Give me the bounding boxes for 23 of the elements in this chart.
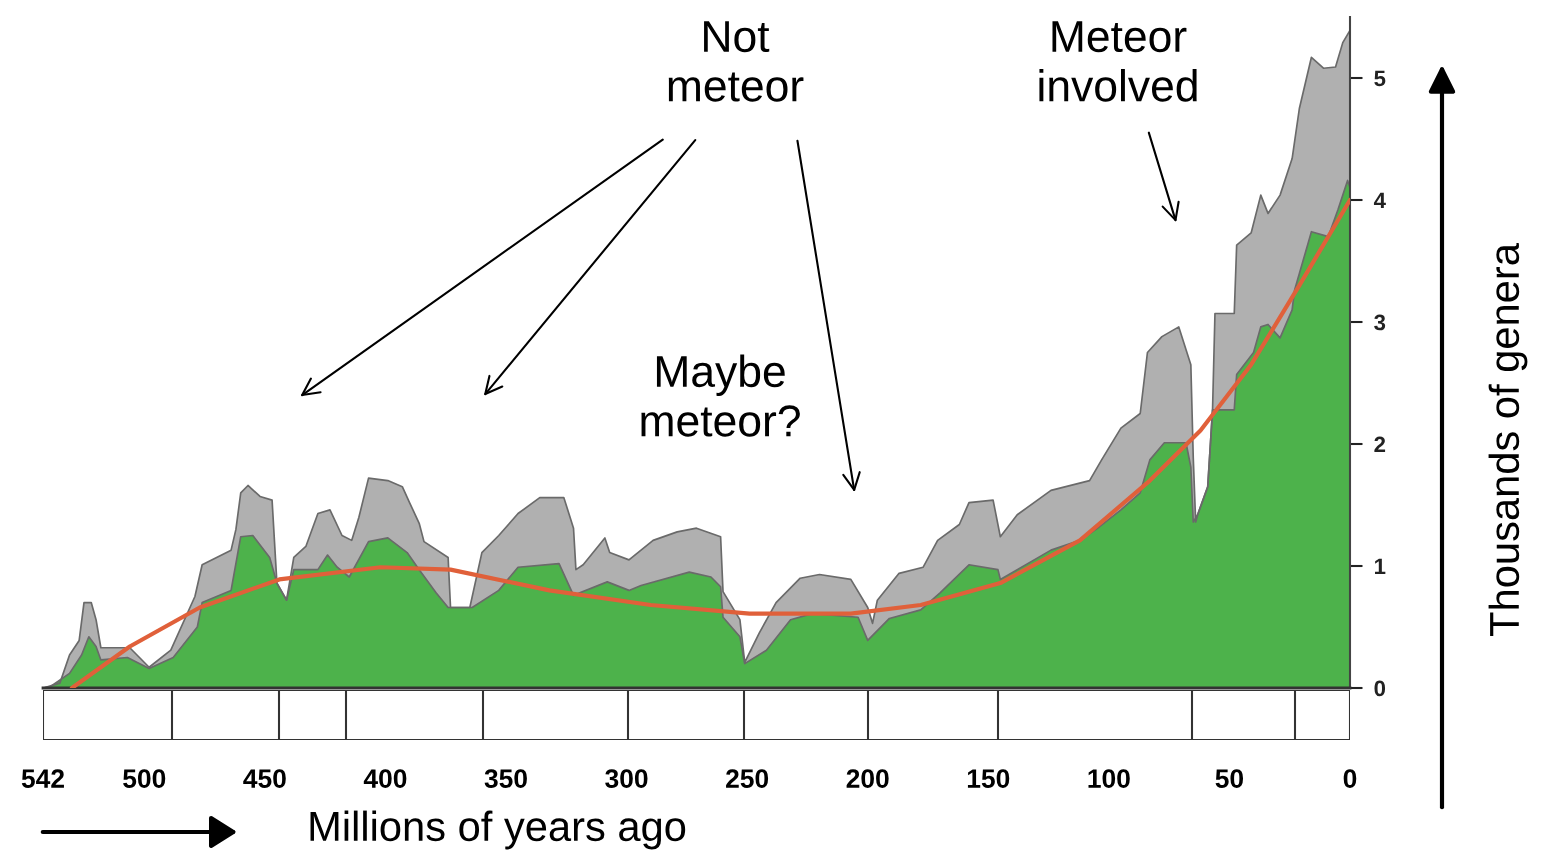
y-tick-label: 5 (1374, 70, 1386, 87)
x-tick-label: 250 (726, 769, 769, 788)
x-tick-label: 400 (363, 769, 407, 788)
x-tick-label: 0 (1343, 769, 1357, 788)
x-tick-label: 150 (967, 769, 1010, 788)
x-tick-label: 500 (123, 769, 166, 788)
x-tick-label: 350 (484, 769, 527, 788)
y-tick-label: 4 (1373, 192, 1386, 209)
y-tick-label: 1 (1375, 558, 1386, 575)
x-tick-label: 50 (1215, 769, 1244, 788)
annotation: Not meteor (668, 21, 804, 102)
y-axis-title: Thousands of genera (1488, 243, 1528, 636)
x-axis-title: Millions of years ago (310, 810, 686, 850)
x-tick-label: 200 (846, 769, 889, 788)
x-tick-label: 100 (1088, 769, 1130, 788)
y-tick-label: 0 (1374, 680, 1386, 697)
y-tick-label: 3 (1374, 314, 1386, 331)
x-tick-label: 450 (243, 769, 286, 788)
annotation: Maybe meteor? (641, 354, 800, 437)
x-tick-label: 300 (605, 769, 648, 788)
annotation: Meteor involved (1039, 21, 1197, 102)
x-tick-label: 542 (21, 769, 64, 788)
y-tick-label: 2 (1374, 436, 1386, 453)
